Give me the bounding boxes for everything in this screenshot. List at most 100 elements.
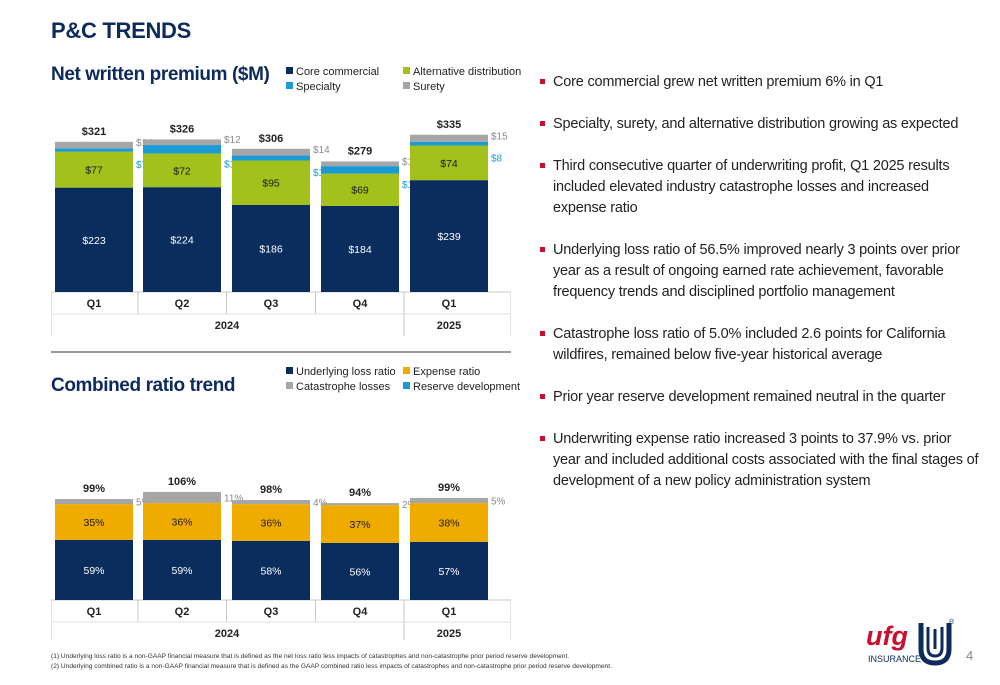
total-label: 99% xyxy=(438,482,460,494)
bar-segment-0 xyxy=(232,204,310,292)
bullet-marker xyxy=(540,79,545,84)
footnote-2: (2) Underlying combined ratio is a non-G… xyxy=(51,663,612,670)
bar-segment-0 xyxy=(321,205,399,292)
nwp-legend-surety: Surety xyxy=(403,81,445,93)
bullet-marker xyxy=(540,163,545,168)
bar-segment-1 xyxy=(143,503,221,540)
bar-segment-2 xyxy=(410,141,488,146)
data-label: 59% xyxy=(171,565,192,577)
nwp-legend: Core commercial Alternative distribution… xyxy=(286,66,521,96)
data-label: $14 xyxy=(313,145,330,156)
data-label: 38% xyxy=(438,517,459,529)
x-tick-label: Q2 xyxy=(175,606,190,618)
legend-swatch xyxy=(286,82,293,89)
legend-label: Specialty xyxy=(296,81,341,93)
legend-swatch xyxy=(403,67,410,74)
page-title: P&C TRENDS xyxy=(51,18,192,43)
bullet-item: Third consecutive quarter of underwritin… xyxy=(540,156,980,219)
data-label: 11% xyxy=(224,493,243,504)
legend-label: Core commercial xyxy=(296,66,380,78)
bar-segment-3 xyxy=(143,139,221,146)
data-label: $74 xyxy=(440,158,458,170)
bar-segment-2 xyxy=(232,155,310,161)
bullet-item: Catastrophe loss ratio of 5.0% included … xyxy=(540,324,980,366)
bar-segment-2 xyxy=(55,499,133,505)
data-label: $69 xyxy=(351,185,369,197)
data-label: $95 xyxy=(262,178,280,190)
bar-segment-0 xyxy=(232,540,310,600)
bar-segment-3 xyxy=(410,134,488,142)
data-label: 56% xyxy=(349,566,370,578)
bar-segment-2 xyxy=(321,503,399,506)
data-label: $7 xyxy=(136,160,148,171)
data-label: 5% xyxy=(491,497,506,508)
logo-registered: ® xyxy=(949,618,954,626)
legend-swatch xyxy=(286,382,293,389)
bullet-text: Third consecutive quarter of underwritin… xyxy=(553,158,950,216)
legend-swatch xyxy=(403,382,410,389)
data-label: $15 xyxy=(491,131,508,142)
bar-segment-2 xyxy=(232,500,310,505)
bullet-item: Prior year reserve development remained … xyxy=(540,387,980,408)
bar-segment-2 xyxy=(55,148,133,152)
x-tick-label: Q4 xyxy=(353,606,369,618)
bar-segment-2 xyxy=(321,166,399,174)
bar-segment-1 xyxy=(321,173,399,206)
data-label: $224 xyxy=(170,235,194,247)
bullet-marker xyxy=(540,331,545,336)
total-label: 99% xyxy=(83,483,105,495)
x-year-label: 2024 xyxy=(215,628,240,640)
cr-legend-reserve: Reserve development xyxy=(403,381,520,393)
bullet-marker xyxy=(540,436,545,441)
legend-swatch xyxy=(403,367,410,374)
bar-segment-3 xyxy=(232,148,310,156)
bar-segment-1 xyxy=(55,504,133,540)
total-label: 106% xyxy=(168,476,196,488)
x-year-label: 2025 xyxy=(437,320,461,332)
total-label: 94% xyxy=(349,487,371,499)
legend-label: Surety xyxy=(413,81,445,93)
total-label: $321 xyxy=(82,126,106,138)
bar-segment-0 xyxy=(55,539,133,600)
total-label: 98% xyxy=(260,484,282,496)
bullet-text: Specialty, surety, and alternative distr… xyxy=(553,116,959,132)
cr-legend-cat: Catastrophe losses xyxy=(286,381,390,393)
bar-segment-0 xyxy=(143,187,221,292)
logo-wordmark: ufg xyxy=(866,621,908,651)
bar-segment-1 xyxy=(143,153,221,188)
nwp-chart-title: Net written premium ($M) xyxy=(51,64,270,85)
bullet-text: Core commercial grew net written premium… xyxy=(553,74,884,90)
legend-swatch xyxy=(286,367,293,374)
data-label: 57% xyxy=(438,566,459,578)
legend-label: Alternative distribution xyxy=(413,66,522,78)
data-label: 59% xyxy=(83,565,104,577)
cr-chart: Q1 Q2 Q3 Q4 Q1 2024 2025 59% 35% 5% 99% 59% 36% 11% 10… xyxy=(51,476,511,640)
bullet-item: Specialty, surety, and alternative distr… xyxy=(540,114,980,135)
ufg-logo: ufg INSURANCE ® xyxy=(866,618,954,666)
bar-segment-2 xyxy=(410,498,488,504)
data-label: $12 xyxy=(224,135,241,146)
bullet-marker xyxy=(540,247,545,252)
bullet-list: Core commercial grew net written premium… xyxy=(540,72,980,492)
cr-legend: Underlying loss ratio Expense ratio Cata… xyxy=(286,366,520,396)
x-year-label: 2024 xyxy=(215,320,240,332)
footnotes: (1) Underlying loss ratio is a non-GAAP … xyxy=(51,652,612,672)
bar-segment-0 xyxy=(321,542,399,600)
x-tick-label: Q2 xyxy=(175,298,190,310)
bar-segment-1 xyxy=(410,145,488,181)
bullet-item: Core commercial grew net written premium… xyxy=(540,72,980,93)
bar-segment-0 xyxy=(410,180,488,292)
cr-legend-underlying: Underlying loss ratio xyxy=(286,366,396,378)
nwp-legend-core: Core commercial xyxy=(286,66,379,78)
data-label: $184 xyxy=(348,244,372,256)
data-label: 37% xyxy=(349,519,370,531)
legend-swatch xyxy=(403,82,410,89)
bar-segment-0 xyxy=(410,541,488,600)
legend-label: Underlying loss ratio xyxy=(296,366,396,378)
bullet-text: Catastrophe loss ratio of 5.0% included … xyxy=(553,326,946,363)
bar-segment-3 xyxy=(55,141,133,149)
data-label: 36% xyxy=(260,517,281,529)
bullet-text: Underwriting expense ratio increased 3 p… xyxy=(553,431,979,489)
cr-legend-expense: Expense ratio xyxy=(403,366,480,378)
legend-label: Expense ratio xyxy=(413,366,481,378)
